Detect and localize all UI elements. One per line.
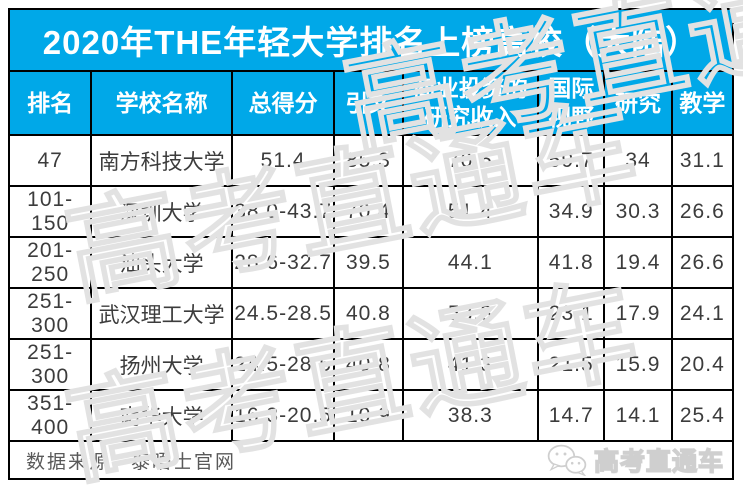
table-cell: 26.6 <box>670 236 735 289</box>
column-header-overall-score: 总得分 <box>230 70 336 136</box>
table-cell: 南方科技大学 <box>90 134 233 187</box>
column-header-school: 学校名称 <box>90 70 233 136</box>
footer-row: 数据来源：泰晤士官网 <box>8 440 734 480</box>
table-cell: 25.4 <box>670 389 735 442</box>
table-cell: 53.8 <box>401 287 540 340</box>
table-cell: 30.3 <box>603 185 673 238</box>
table-cell: 14.7 <box>537 389 606 442</box>
table-cell: 40.8 <box>333 287 404 340</box>
table-cell: 40.8 <box>333 338 404 391</box>
table-cell: 251-300 <box>7 287 93 340</box>
table-cell: 351-400 <box>7 389 93 442</box>
table-title: 2020年THE年轻大学排名上榜高校（大陆） <box>8 8 734 72</box>
table-row: 251-300 扬州大学 24.5-28.5 40.8 41.3 21.5 15… <box>7 338 735 391</box>
table-cell: 23.1 <box>537 287 606 340</box>
table-cell: 24.5-28.5 <box>230 338 336 391</box>
table-row: 251-300 武汉理工大学 24.5-28.5 40.8 53.8 23.1 … <box>7 287 735 340</box>
wechat-bubbles-icon <box>547 444 587 476</box>
table-cell: 38.3 <box>401 389 540 442</box>
table-row: 101-150 深圳大学 38.0-43.7 70.4 51.4 34.9 30… <box>7 185 735 238</box>
table-cell: 34 <box>603 134 673 187</box>
table-cell: 41.8 <box>537 236 606 289</box>
table-cell: 51.4 <box>401 185 540 238</box>
table-cell: 251-300 <box>7 338 93 391</box>
table-cell: 19.4 <box>603 236 673 289</box>
table-cell: 21.5 <box>537 338 606 391</box>
table-cell: 85.3 <box>333 134 404 187</box>
table-cell: 16.3-20.5 <box>230 389 336 442</box>
ranking-table: 2020年THE年轻大学排名上榜高校（大陆） 排名 学校名称 总得分 引文 商业… <box>7 8 735 480</box>
table-cell: 武汉理工大学 <box>90 287 233 340</box>
table-cell: 44.1 <box>401 236 540 289</box>
column-header-international-outlook: 国际视野 <box>537 70 606 136</box>
table-cell: 70.4 <box>333 185 404 238</box>
table-cell: 34.9 <box>537 185 606 238</box>
column-header-research: 研究 <box>603 70 673 136</box>
table-cell: 24.5-28.5 <box>230 287 336 340</box>
table-cell: 41.3 <box>401 338 540 391</box>
table-cell: 101-150 <box>7 185 93 238</box>
table-cell: 20.4 <box>670 338 735 391</box>
table-cell: 201-250 <box>7 236 93 289</box>
column-header-citations: 引文 <box>333 70 404 136</box>
table-cell: 扬州大学 <box>90 338 233 391</box>
table-cell: 南华大学 <box>90 389 233 442</box>
title-row: 2020年THE年轻大学排名上榜高校（大陆） <box>8 8 734 72</box>
table-cell: 70.5 <box>401 134 540 187</box>
table-cell: 26.6 <box>670 185 735 238</box>
column-header-rank: 排名 <box>7 70 93 136</box>
table-cell: 17.9 <box>603 287 673 340</box>
table-cell: 汕头大学 <box>90 236 233 289</box>
table-cell: 47 <box>7 134 93 187</box>
table-cell: 59.7 <box>537 134 606 187</box>
table-cell: 38.0-43.7 <box>230 185 336 238</box>
header-row: 排名 学校名称 总得分 引文 商业投资的研究收入 国际视野 研究 教学 <box>7 70 735 136</box>
table-row: 47 南方科技大学 51.4 85.3 70.5 59.7 34 31.1 <box>7 134 735 187</box>
table-cell: 14.1 <box>603 389 673 442</box>
table-row: 351-400 南华大学 16.3-20.5 10.9 38.3 14.7 14… <box>7 389 735 442</box>
brand-logo: 高考直通车 <box>546 442 724 478</box>
table-cell: 深圳大学 <box>90 185 233 238</box>
table-cell: 24.1 <box>670 287 735 340</box>
footer-cell: 数据来源：泰晤士官网 <box>8 440 734 480</box>
brand-name: 高考直通车 <box>593 447 724 477</box>
table-cell: 51.4 <box>230 134 336 187</box>
table-cell: 39.5 <box>333 236 404 289</box>
column-header-teaching: 教学 <box>670 70 735 136</box>
table-cell: 10.9 <box>333 389 404 442</box>
table-cell: 15.9 <box>603 338 673 391</box>
table-cell: 31.1 <box>670 134 735 187</box>
table-cell: 28.6-32.7 <box>230 236 336 289</box>
data-source-note: 数据来源：泰晤士官网 <box>26 451 237 473</box>
table-row: 201-250 汕头大学 28.6-32.7 39.5 44.1 41.8 19… <box>7 236 735 289</box>
column-header-industry-income: 商业投资的研究收入 <box>401 70 540 136</box>
